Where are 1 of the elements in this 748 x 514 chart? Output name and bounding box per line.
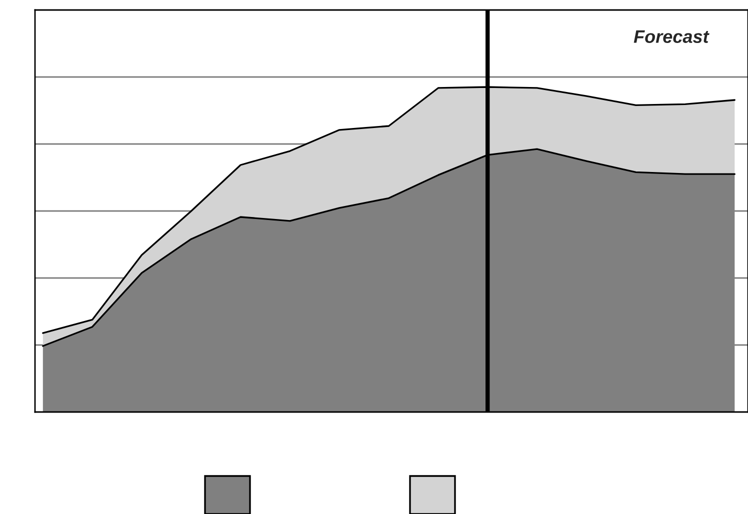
- text: Forecast: [634, 30, 710, 43]
